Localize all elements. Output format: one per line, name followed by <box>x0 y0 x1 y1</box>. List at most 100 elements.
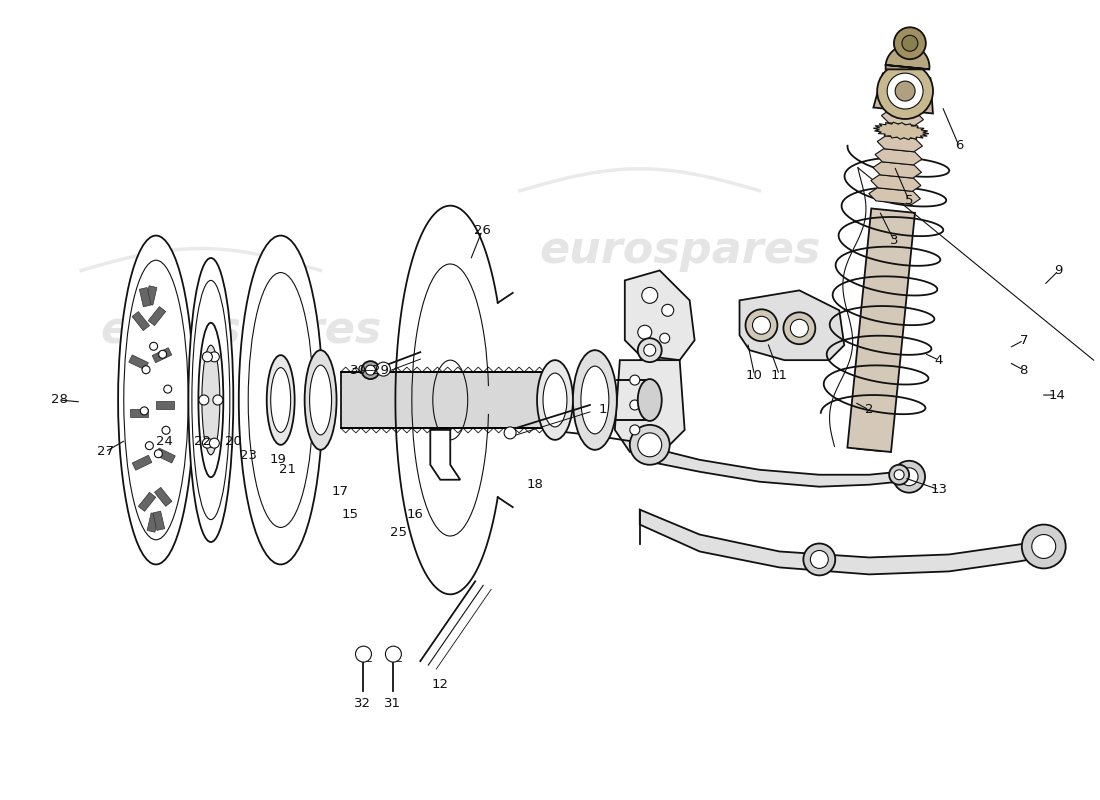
Ellipse shape <box>249 273 313 527</box>
Text: 21: 21 <box>279 463 296 476</box>
Bar <box>155 448 175 463</box>
Circle shape <box>638 326 651 339</box>
Circle shape <box>209 438 219 448</box>
Polygon shape <box>869 188 921 205</box>
Text: 29: 29 <box>372 364 389 377</box>
Bar <box>139 492 156 511</box>
Circle shape <box>154 450 163 458</box>
Polygon shape <box>640 445 920 486</box>
Polygon shape <box>430 430 460 480</box>
Circle shape <box>902 35 917 51</box>
Text: 4: 4 <box>935 354 943 366</box>
Polygon shape <box>640 350 660 445</box>
Ellipse shape <box>537 360 573 440</box>
Text: 18: 18 <box>527 478 543 491</box>
Circle shape <box>630 425 670 465</box>
Polygon shape <box>615 360 684 455</box>
Text: 22: 22 <box>195 435 211 448</box>
Text: 2: 2 <box>865 403 873 417</box>
Circle shape <box>644 344 656 356</box>
Text: eurospares: eurospares <box>100 309 382 352</box>
Text: 28: 28 <box>51 394 68 406</box>
Circle shape <box>504 427 516 439</box>
Circle shape <box>145 442 153 450</box>
Ellipse shape <box>198 322 223 478</box>
Circle shape <box>894 27 926 59</box>
Ellipse shape <box>271 368 290 432</box>
Ellipse shape <box>202 345 220 455</box>
Polygon shape <box>879 122 923 138</box>
Circle shape <box>1032 534 1056 558</box>
Circle shape <box>887 73 923 109</box>
Bar <box>154 487 172 506</box>
Text: 6: 6 <box>955 139 964 152</box>
Circle shape <box>362 361 380 379</box>
Polygon shape <box>640 510 1058 574</box>
Polygon shape <box>857 289 898 451</box>
Circle shape <box>791 319 808 338</box>
Text: 1: 1 <box>598 403 607 417</box>
Bar <box>132 311 150 330</box>
Ellipse shape <box>266 355 295 445</box>
Bar <box>132 455 152 470</box>
Circle shape <box>803 543 835 575</box>
Text: 13: 13 <box>931 483 947 496</box>
Text: 3: 3 <box>890 234 899 247</box>
Bar <box>152 348 172 362</box>
Bar <box>130 409 148 417</box>
Ellipse shape <box>191 281 230 519</box>
Ellipse shape <box>573 350 617 450</box>
Circle shape <box>630 400 640 410</box>
Text: 12: 12 <box>432 678 449 690</box>
Ellipse shape <box>239 235 322 565</box>
Polygon shape <box>341 372 565 428</box>
Circle shape <box>641 287 658 303</box>
Circle shape <box>376 362 390 376</box>
Bar <box>156 401 174 409</box>
Circle shape <box>877 63 933 119</box>
Circle shape <box>1022 525 1066 569</box>
Circle shape <box>662 304 673 316</box>
Ellipse shape <box>188 258 233 542</box>
Circle shape <box>355 646 372 662</box>
Circle shape <box>630 425 640 435</box>
Circle shape <box>752 316 770 334</box>
Ellipse shape <box>309 365 331 435</box>
Circle shape <box>638 338 662 362</box>
Text: 17: 17 <box>332 485 349 498</box>
Text: 20: 20 <box>226 435 242 448</box>
Ellipse shape <box>581 366 609 434</box>
Circle shape <box>385 646 402 662</box>
Ellipse shape <box>118 235 194 565</box>
Text: 11: 11 <box>771 369 788 382</box>
Circle shape <box>783 312 815 344</box>
Polygon shape <box>873 122 928 140</box>
Circle shape <box>164 385 172 393</box>
Circle shape <box>365 365 375 375</box>
Text: 19: 19 <box>270 454 286 466</box>
Circle shape <box>746 310 778 342</box>
Ellipse shape <box>124 260 188 540</box>
Bar <box>148 306 166 326</box>
Circle shape <box>202 438 212 448</box>
Circle shape <box>638 433 662 457</box>
Polygon shape <box>739 290 845 360</box>
Text: 27: 27 <box>97 446 113 458</box>
Circle shape <box>893 461 925 493</box>
Circle shape <box>209 352 219 362</box>
Polygon shape <box>873 162 922 178</box>
Text: 23: 23 <box>240 450 257 462</box>
Text: 14: 14 <box>1048 389 1065 402</box>
Text: 26: 26 <box>474 224 491 237</box>
Circle shape <box>141 407 149 415</box>
Text: 25: 25 <box>389 526 407 539</box>
Polygon shape <box>881 110 924 126</box>
Circle shape <box>660 334 670 343</box>
Text: eurospares: eurospares <box>539 229 821 272</box>
Polygon shape <box>871 174 921 191</box>
Circle shape <box>213 395 223 405</box>
Ellipse shape <box>543 373 566 427</box>
Circle shape <box>158 350 166 358</box>
Bar <box>153 511 165 530</box>
Text: 5: 5 <box>905 194 913 207</box>
